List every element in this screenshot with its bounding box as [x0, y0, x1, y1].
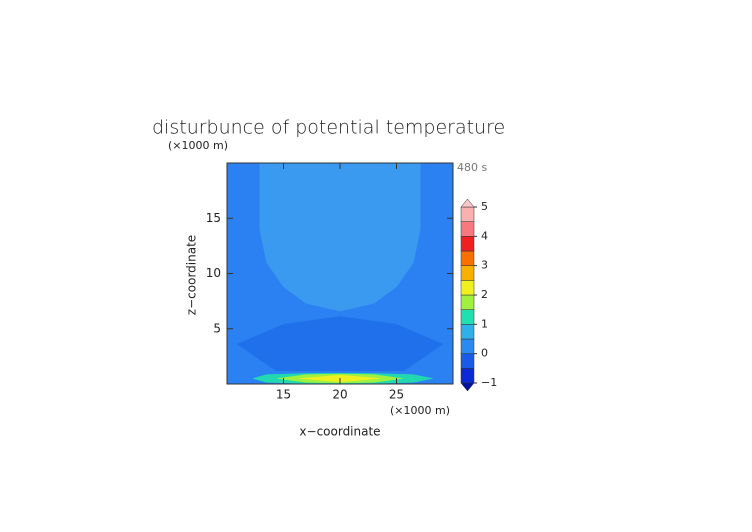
colorbar-band [460, 368, 475, 384]
colorbar-tick-label: −1 [481, 376, 497, 389]
x-axis-label: x−coordinate [299, 425, 380, 439]
colorbar-band [460, 338, 475, 354]
contour-region [259, 163, 421, 312]
chart-title: disturbunce of potential temperature [152, 117, 505, 139]
colorbar-tick-label: 4 [481, 229, 488, 242]
plot-area [227, 163, 453, 384]
annotation: 480 s [457, 161, 487, 174]
x-tick-label: 20 [332, 388, 347, 402]
colorbar-band [460, 309, 475, 325]
colorbar-band [460, 250, 475, 266]
colorbar-tick-label: 3 [481, 259, 488, 272]
y-tick-label: 10 [206, 266, 221, 280]
contour-region [384, 337, 453, 384]
colorbar-tick-label: 2 [481, 288, 488, 301]
x-tick-label: 25 [389, 388, 404, 402]
x-unit: (×1000 m) [390, 404, 450, 417]
colorbar-tick-label: 5 [481, 200, 488, 213]
colorbar-band [460, 206, 475, 222]
colorbar-band [460, 353, 475, 369]
colorbar-band [460, 324, 475, 340]
colorbar-band [460, 236, 475, 252]
colorbar-band [460, 265, 475, 281]
y-tick-label: 5 [213, 321, 221, 335]
x-tick-label: 15 [276, 388, 291, 402]
colorbar-band [460, 294, 475, 310]
colorbar-tick-label: 0 [481, 347, 488, 360]
y-unit: (×1000 m) [168, 139, 228, 152]
contour-region [227, 337, 296, 384]
y-tick-label: 15 [206, 211, 221, 225]
colorbar-under [460, 382, 475, 392]
colorbar-band [460, 280, 475, 296]
colorbar-tick-label: 1 [481, 317, 488, 330]
colorbar-over [460, 198, 475, 208]
y-axis-label: z−coordinate [185, 235, 199, 315]
colorbar-band [460, 221, 475, 237]
